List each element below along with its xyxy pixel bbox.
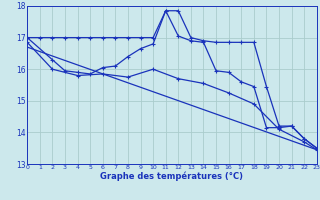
X-axis label: Graphe des températures (°C): Graphe des températures (°C) bbox=[100, 172, 244, 181]
